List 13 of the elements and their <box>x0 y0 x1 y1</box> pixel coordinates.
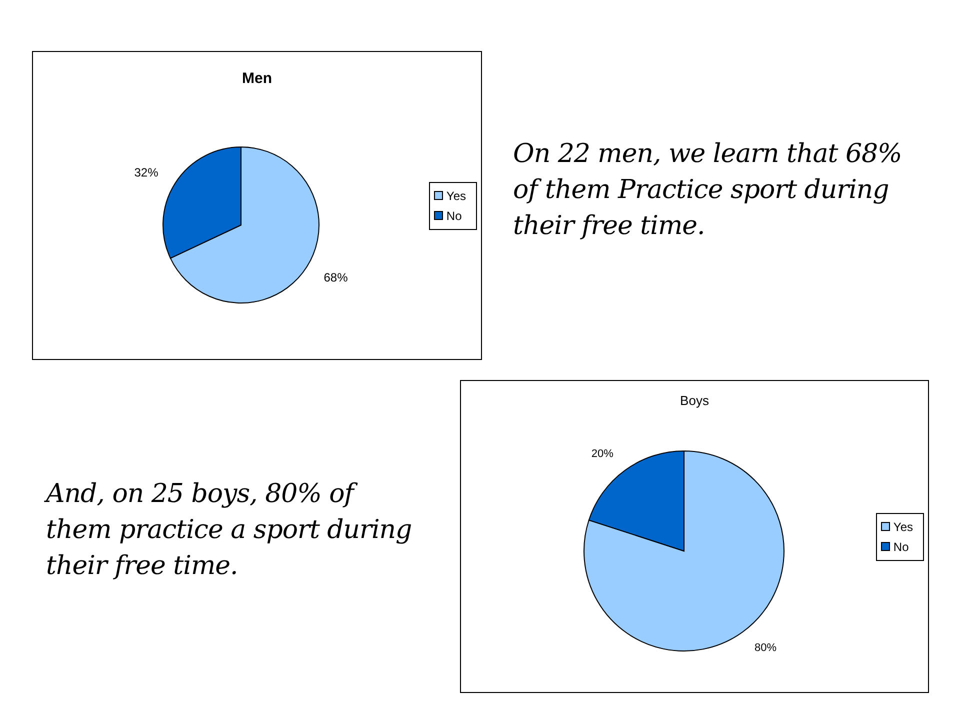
chart-title: Boys <box>679 393 710 408</box>
pie-slice <box>584 450 784 652</box>
data-label: 80% <box>754 642 777 654</box>
legend-label: No <box>446 208 462 222</box>
chart-title: Men <box>241 70 273 87</box>
legend-label: No <box>893 540 909 554</box>
data-label: 68% <box>324 270 348 285</box>
text: On 22 men, we learn that 68% of them Practice sport during their free time. <box>513 138 903 243</box>
text: And, on 25 boys, 80% of them practice a sport during their free time. <box>46 478 413 583</box>
legend-label: Yes <box>446 188 466 202</box>
data-label: 32% <box>134 165 159 180</box>
legend-label: Yes <box>893 520 913 534</box>
data-label: 20% <box>591 448 614 460</box>
